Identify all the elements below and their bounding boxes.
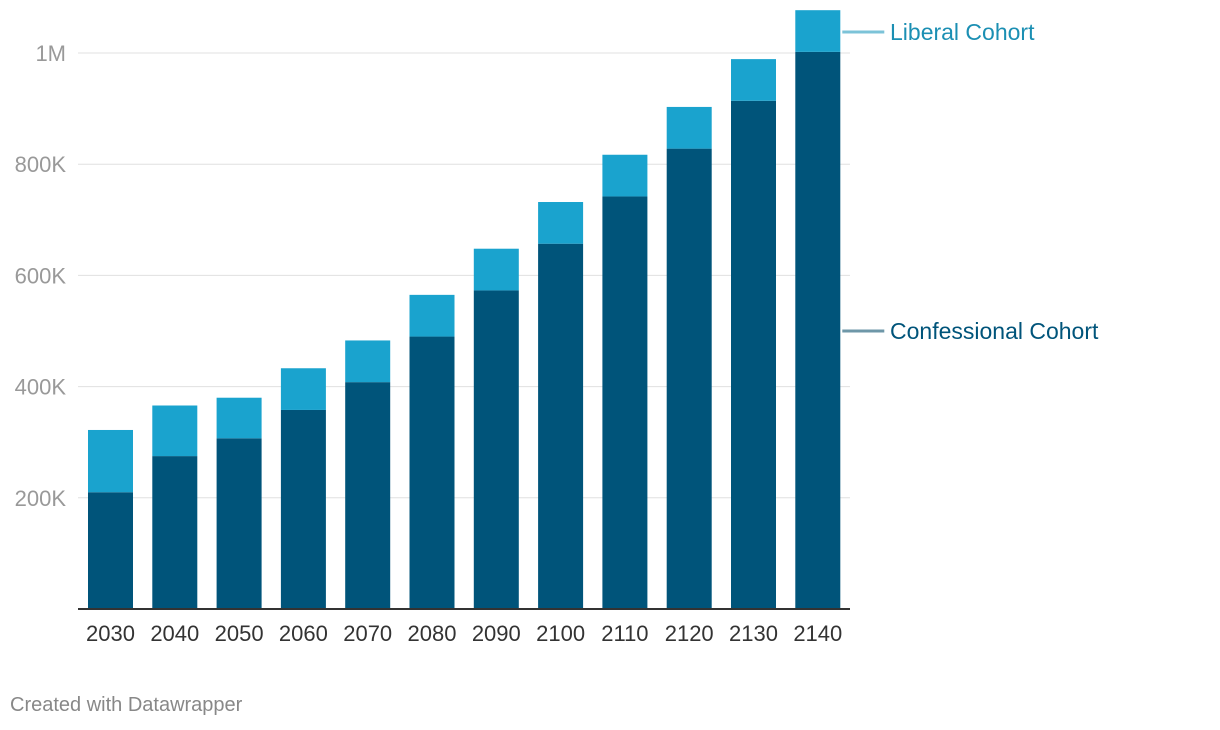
y-tick-label-200k: 200K	[15, 486, 67, 511]
y-tick-label-800k: 800K	[15, 152, 67, 177]
x-tick-label-2030: 2030	[86, 621, 135, 646]
bar-liberal-2040	[152, 405, 198, 457]
x-tick-label-2070: 2070	[343, 621, 392, 646]
legend-label-confessional-cohort: Confessional Cohort	[890, 318, 1099, 344]
bar-liberal-2110	[602, 154, 648, 197]
bar-confessional-2120	[666, 148, 712, 609]
bar-confessional-2130	[731, 100, 776, 609]
x-tick-label-2140: 2140	[793, 621, 842, 646]
x-tick-label-2090: 2090	[472, 621, 521, 646]
bar-confessional-2030	[88, 492, 133, 609]
bar-liberal-2140	[795, 10, 841, 52]
y-tick-label-400k: 400K	[15, 375, 67, 400]
bar-confessional-2140	[795, 51, 841, 609]
bar-confessional-2040	[152, 456, 198, 609]
bar-liberal-2120	[666, 106, 712, 149]
bar-liberal-2060	[280, 368, 326, 410]
bar-liberal-2050	[216, 397, 262, 439]
bar-confessional-2050	[216, 438, 262, 609]
x-tick-label-2130: 2130	[729, 621, 778, 646]
x-tick-label-2080: 2080	[408, 621, 457, 646]
x-tick-label-2110: 2110	[601, 621, 648, 646]
legend-label-liberal-cohort: Liberal Cohort	[890, 19, 1035, 45]
bar-confessional-2060	[280, 409, 326, 609]
bar-confessional-2110	[602, 196, 648, 609]
x-tick-label-2040: 2040	[150, 621, 199, 646]
bar-liberal-2080	[409, 294, 455, 337]
bar-liberal-2030	[88, 429, 133, 493]
bar-liberal-2100	[538, 202, 584, 244]
bar-confessional-2100	[538, 243, 584, 609]
bar-liberal-2070	[345, 340, 391, 383]
x-tick-label-2100: 2100	[536, 621, 585, 646]
bar-liberal-2130	[731, 59, 776, 101]
y-tick-label-1m: 1M	[35, 41, 66, 66]
x-tick-label-2120: 2120	[665, 621, 714, 646]
y-tick-label-600k: 600K	[15, 263, 67, 288]
bar-liberal-2090	[473, 248, 519, 291]
datawrapper-credit: Created with Datawrapper	[10, 694, 243, 716]
bar-confessional-2090	[473, 290, 519, 609]
x-tick-label-2050: 2050	[215, 621, 264, 646]
bar-confessional-2080	[409, 336, 455, 609]
x-tick-label-2060: 2060	[279, 621, 328, 646]
bar-confessional-2070	[345, 382, 391, 609]
